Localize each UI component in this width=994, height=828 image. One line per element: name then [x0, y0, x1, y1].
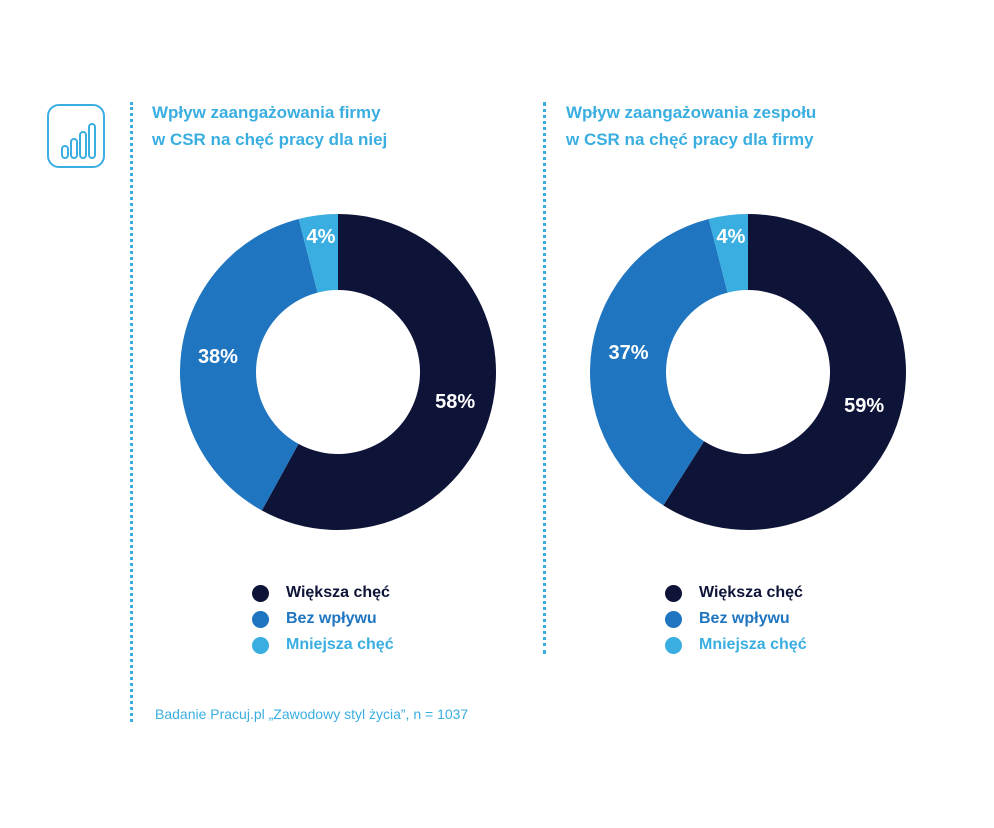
slice-label-wieksza: 59%	[844, 395, 884, 417]
chart-2-legend: Większa chęć Bez wpływu Mniejsza chęć	[665, 580, 807, 658]
chart-2-legend-item: Większa chęć	[665, 580, 807, 606]
legend-swatch	[665, 584, 682, 602]
legend-swatch	[252, 584, 269, 602]
source-note: Badanie Pracuj.pl „Zawodowy styl życia”,…	[155, 706, 469, 722]
chart-1-title: Wpływ zaangażowania firmy w CSR na chęć …	[152, 99, 387, 153]
legend-label: Mniejsza chęć	[286, 636, 394, 653]
chart-1-title-line-1: Wpływ zaangażowania firmy	[152, 103, 381, 122]
middle-dotted-divider	[543, 102, 546, 654]
chart-2-donut: 59% 37% 4%	[590, 214, 906, 530]
slice-mniejsza-chec	[708, 214, 748, 293]
chart-2-title-line-2: w CSR na chęć pracy dla firmy	[566, 130, 814, 149]
chart-2-title: Wpływ zaangażowania zespołu w CSR na chę…	[566, 99, 816, 153]
legend-swatch	[252, 636, 269, 654]
legend-label: Bez wpływu	[699, 610, 790, 627]
left-dotted-divider	[130, 102, 133, 722]
legend-label: Większa chęć	[699, 584, 803, 601]
chart-1-donut: 58% 38% 4%	[180, 214, 496, 530]
bar-chart-icon	[47, 104, 105, 168]
chart-1-legend: Większa chęć Bez wpływu Mniejsza chęć	[252, 580, 394, 658]
slice-label-mniejsza: 4%	[717, 226, 746, 248]
slice-label-mniejsza: 4%	[307, 226, 336, 248]
chart-1-legend-item: Większa chęć	[252, 580, 394, 606]
legend-label: Bez wpływu	[286, 610, 377, 627]
chart-2-legend-item: Mniejsza chęć	[665, 632, 807, 658]
slice-label-bez: 37%	[608, 342, 648, 364]
legend-label: Większa chęć	[286, 584, 390, 601]
slice-label-wieksza: 58%	[435, 391, 475, 413]
legend-swatch	[665, 610, 682, 628]
chart-2-title-line-1: Wpływ zaangażowania zespołu	[566, 103, 817, 122]
legend-swatch	[252, 610, 269, 628]
slice-bez-wplywu	[590, 218, 728, 506]
slice-mniejsza-chec	[298, 214, 338, 293]
chart-1-legend-item: Bez wpływu	[252, 606, 394, 632]
chart-1-title-line-2: w CSR na chęć pracy dla niej	[152, 130, 388, 149]
slice-label-bez: 38%	[198, 346, 238, 368]
slice-bez-wplywu	[180, 218, 318, 511]
chart-1-legend-item: Mniejsza chęć	[252, 632, 394, 658]
legend-label: Mniejsza chęć	[699, 636, 807, 653]
chart-2-legend-item: Bez wpływu	[665, 606, 807, 632]
legend-swatch	[665, 636, 682, 654]
slice-wieksza-chec	[261, 214, 496, 530]
slice-wieksza-chec	[663, 214, 906, 530]
